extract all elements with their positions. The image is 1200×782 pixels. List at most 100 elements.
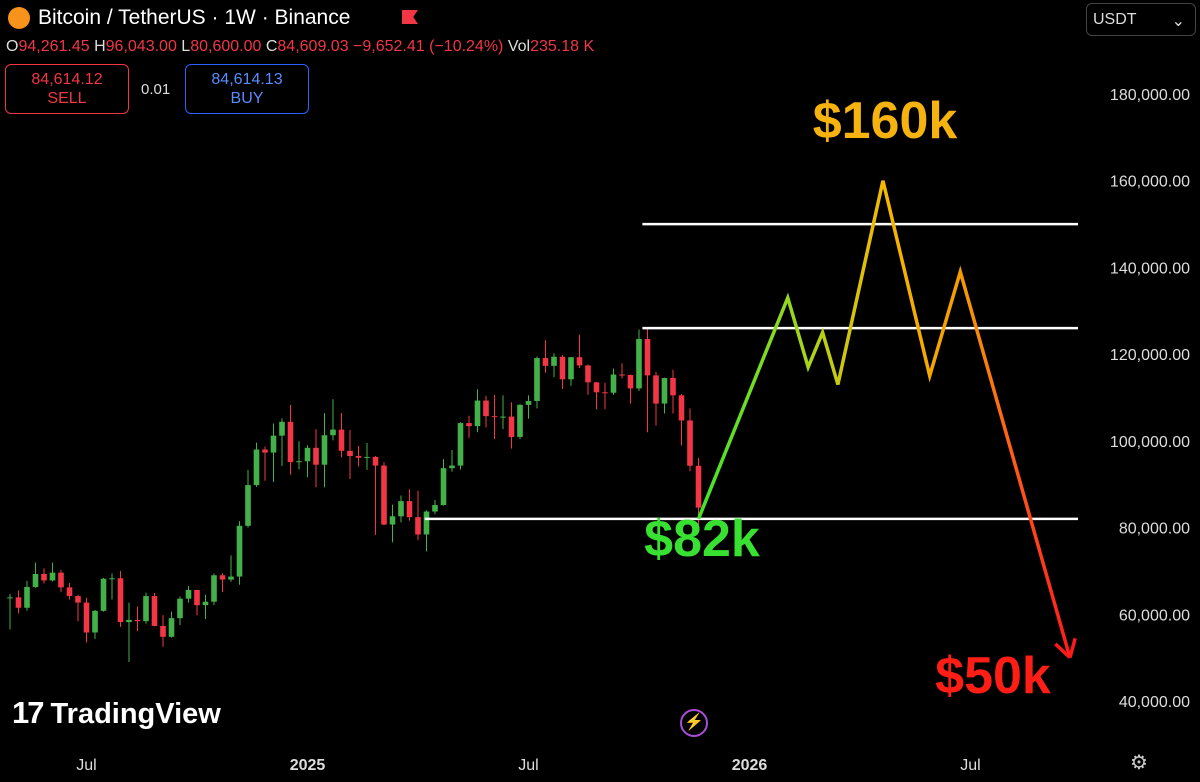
candle-body <box>466 423 472 427</box>
candle-body <box>534 358 540 401</box>
ohlc-label: O <box>6 38 19 55</box>
candle-body <box>49 572 56 581</box>
candle-body <box>355 456 362 458</box>
candle-body <box>695 465 702 508</box>
candle-body <box>517 404 523 437</box>
candle-body <box>321 435 328 465</box>
arrow-head <box>1054 637 1077 659</box>
buy-price: 84,614.13 <box>211 71 283 88</box>
candle-body <box>432 505 438 512</box>
annotation: $160k <box>813 92 958 150</box>
ohlc-label: C <box>265 38 278 55</box>
candle-body <box>619 374 625 376</box>
sell-button[interactable]: 84,614.12 SELL <box>5 64 129 114</box>
ohlc-row: O94,261.45 H96,043.00 L80,600.00 C84,609… <box>6 38 594 56</box>
candle-body <box>568 357 574 380</box>
candle-body <box>100 578 107 611</box>
candle-body <box>160 625 166 637</box>
flag-icon <box>402 10 418 24</box>
spread: 0.01 <box>141 81 171 98</box>
candle-body <box>585 365 591 383</box>
candle-body <box>678 395 685 421</box>
ohlc-value: 94,261.45 <box>18 38 90 55</box>
y-tick-label: 140,000.00 <box>1110 260 1190 277</box>
y-tick-label: 180,000.00 <box>1110 87 1190 104</box>
candle-body <box>474 400 481 427</box>
candle-body <box>262 449 268 453</box>
settings-icon[interactable]: ⚙ <box>1130 752 1148 774</box>
y-tick-label: 100,000.00 <box>1110 434 1190 451</box>
candle-body <box>32 573 39 587</box>
chevron: ⌄ <box>1171 13 1185 30</box>
candle-body <box>457 423 464 466</box>
currency-select[interactable]: USDT ⌄ <box>1086 3 1196 36</box>
candle-body <box>627 374 634 389</box>
candle-body <box>440 468 447 506</box>
candle-body <box>66 587 73 597</box>
coin-icon <box>8 7 30 29</box>
candle-body <box>559 356 566 380</box>
annotation: $50k <box>935 647 1051 705</box>
candle-body <box>491 416 498 418</box>
ohlc-label: L <box>181 38 191 55</box>
candle-body <box>602 392 608 394</box>
brand: TradingView <box>50 698 221 730</box>
buy-button[interactable]: 84,614.13 BUY <box>185 64 309 114</box>
y-tick-label: 160,000.00 <box>1110 174 1190 191</box>
candle-body <box>194 589 200 606</box>
candle-body <box>661 377 668 404</box>
candle-body <box>347 450 353 457</box>
candle-body <box>219 575 226 580</box>
y-tick-label: 120,000.00 <box>1110 347 1190 364</box>
candle-body <box>398 501 404 517</box>
ohlc-label: H <box>94 38 106 55</box>
projection-line <box>696 180 1072 659</box>
candle-body <box>92 610 98 633</box>
ohlc-value: 84,609.03 <box>277 38 349 55</box>
brand-mark: 17 <box>12 695 45 730</box>
candle-body <box>508 416 515 437</box>
candle-body <box>15 597 22 608</box>
candle-body <box>636 338 642 389</box>
candle-body <box>687 420 693 466</box>
candle-body <box>168 618 175 637</box>
candle-body <box>593 382 600 393</box>
candle-body <box>109 578 115 580</box>
y-tick-label: 40,000.00 <box>1119 694 1190 711</box>
candle-body <box>423 511 430 535</box>
vol-value: 235.18 K <box>530 38 595 55</box>
candle-body <box>610 374 617 393</box>
candle-body <box>551 356 557 366</box>
candle-body <box>270 435 277 453</box>
x-tick-label: Jul <box>960 757 980 774</box>
candle-body <box>287 421 294 463</box>
currency: USDT <box>1093 11 1137 28</box>
candle-body <box>279 421 285 436</box>
flash-icon[interactable]: ⚡ <box>680 709 708 737</box>
candle-body <box>126 619 132 623</box>
buy-label: BUY <box>230 90 264 107</box>
candle-body <box>24 586 30 608</box>
candle-body <box>185 589 192 599</box>
candle-body <box>449 465 455 469</box>
brand-logo: 17 TradingView <box>12 695 221 731</box>
candle-body <box>389 516 396 525</box>
y-tick-label: 80,000.00 <box>1119 521 1190 538</box>
candle-body <box>177 598 183 619</box>
candle-body <box>58 572 64 588</box>
candle-body <box>670 377 676 396</box>
candle-body <box>364 456 370 458</box>
candle-body <box>236 525 243 577</box>
x-tick-label: Jul <box>518 757 538 774</box>
x-tick-label: 2025 <box>290 757 326 774</box>
candle-body <box>415 517 421 535</box>
candle-body <box>500 416 506 418</box>
candle-body <box>134 619 141 622</box>
candle-body <box>228 576 234 580</box>
change: −9,652.41 (−10.24%) <box>353 38 504 55</box>
ohlc-value: 96,043.00 <box>105 38 177 55</box>
candle-body <box>330 429 336 436</box>
x-tick-label: Jul <box>76 757 96 774</box>
